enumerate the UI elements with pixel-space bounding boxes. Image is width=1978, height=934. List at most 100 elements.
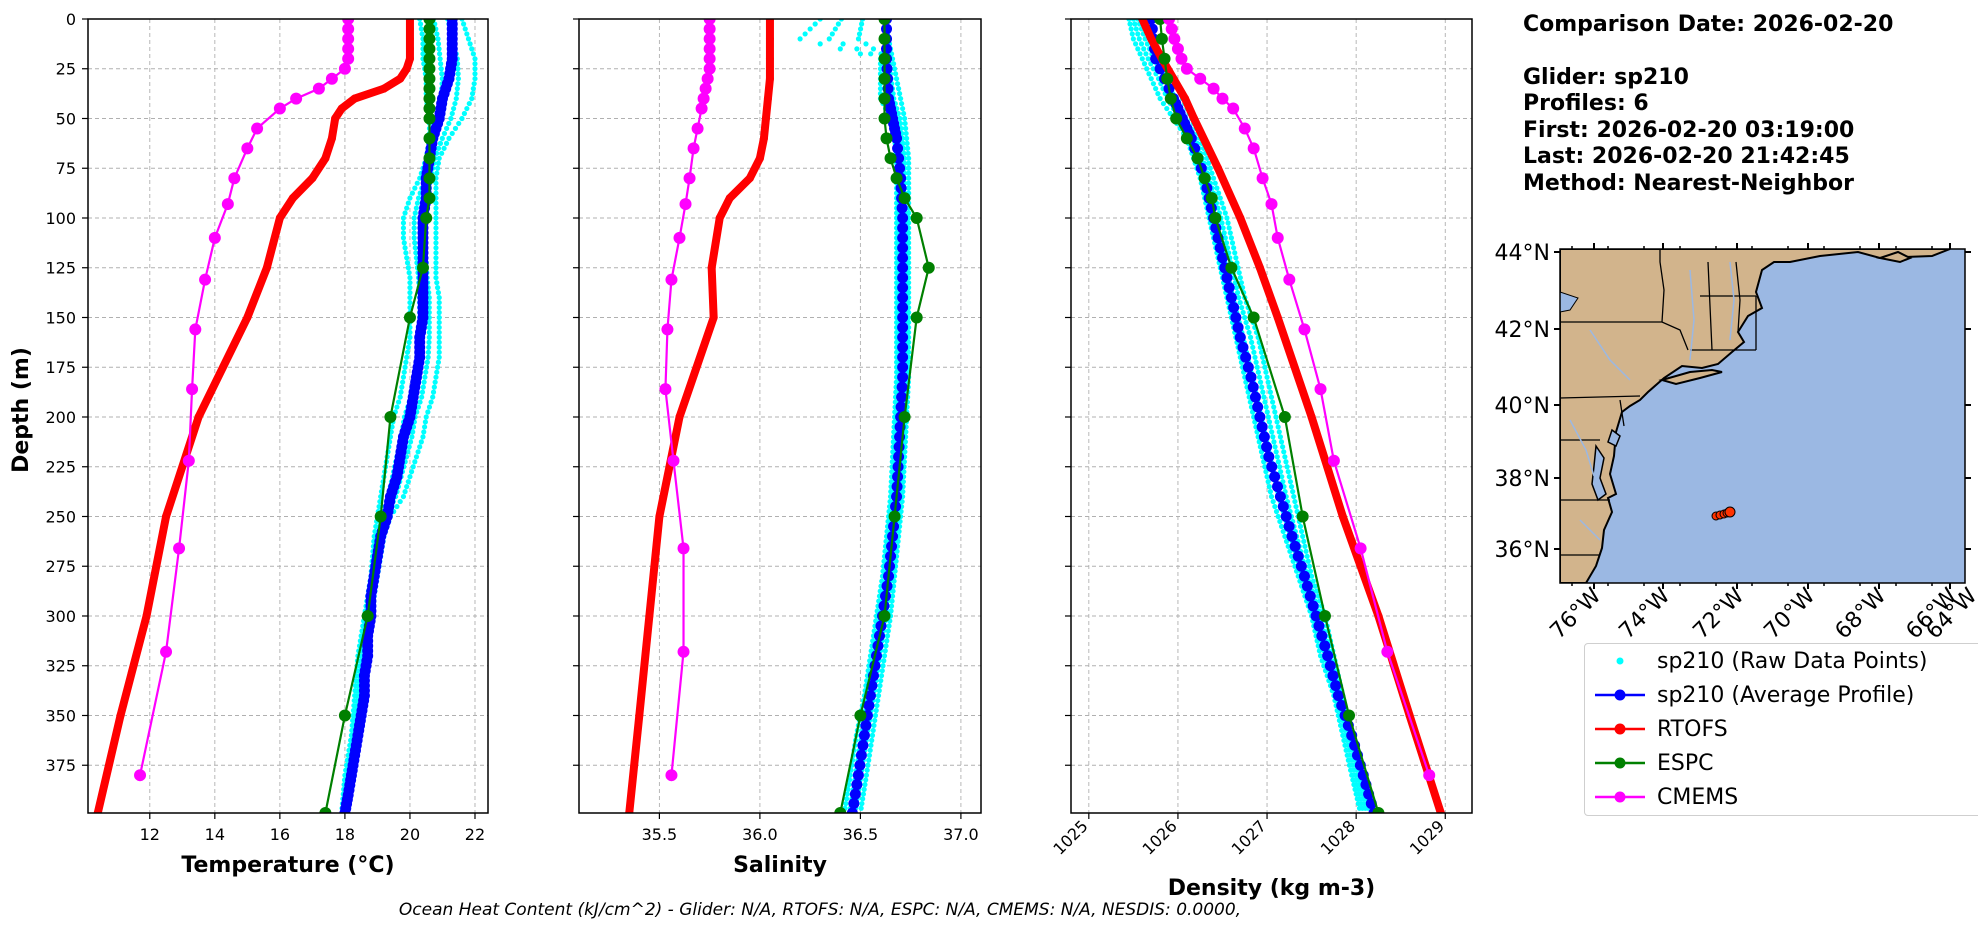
data-point	[349, 744, 361, 756]
raw-point	[893, 389, 899, 395]
data-point	[384, 410, 397, 423]
x-tick-label: 36.5	[843, 825, 879, 844]
x-tick-label: 22	[465, 825, 485, 844]
data-point	[625, 809, 634, 813]
data-point	[851, 779, 863, 791]
data-point	[1138, 19, 1147, 23]
raw-point	[893, 558, 899, 564]
legend-label-raw: sp210 (Raw Data Points)	[1657, 649, 1928, 674]
raw-point	[433, 200, 439, 206]
raw-point	[876, 688, 882, 694]
y-tick-label: 250	[45, 507, 76, 526]
data-point	[1247, 381, 1259, 393]
raw-point	[1247, 334, 1254, 340]
raw-point	[1262, 464, 1268, 470]
raw-point	[400, 215, 407, 221]
data-point	[434, 108, 446, 120]
raw-point	[420, 51, 426, 57]
raw-point	[403, 250, 409, 256]
lat-label: 42°N	[1495, 318, 1550, 343]
raw-point	[1267, 389, 1273, 395]
raw-point	[888, 603, 895, 609]
raw-point	[863, 41, 869, 47]
raw-point	[889, 459, 895, 465]
data-point	[897, 341, 909, 353]
data-point	[661, 323, 674, 336]
raw-point	[1284, 464, 1290, 470]
data-point	[372, 545, 384, 557]
data-point	[423, 19, 436, 25]
raw-point	[407, 195, 413, 201]
data-point	[897, 371, 909, 383]
raw-point	[404, 484, 410, 490]
raw-point	[433, 240, 439, 246]
data-point	[1181, 94, 1190, 103]
data-point	[679, 198, 692, 211]
data-point	[852, 769, 864, 781]
data-point	[405, 19, 414, 23]
data-point	[881, 63, 893, 75]
data-point	[745, 174, 754, 183]
data-point	[897, 302, 909, 314]
data-point	[199, 273, 212, 286]
raw-point	[1265, 379, 1271, 385]
raw-point	[891, 578, 897, 584]
data-point	[423, 82, 436, 95]
data-point	[888, 510, 901, 523]
raw-point	[415, 195, 422, 201]
raw-point	[454, 91, 460, 97]
data-point	[1298, 570, 1310, 582]
raw-point	[407, 474, 413, 480]
legend-item-espc: ESPC	[1585, 746, 1978, 780]
raw-point	[886, 623, 892, 629]
raw-point	[1268, 493, 1275, 500]
raw-point	[400, 379, 406, 385]
raw-point	[453, 95, 459, 102]
raw-point	[436, 344, 442, 350]
data-point	[438, 88, 450, 100]
data-point	[1296, 510, 1309, 523]
raw-point	[403, 359, 409, 365]
data-point	[423, 62, 436, 75]
raw-point	[436, 299, 442, 306]
data-point	[892, 142, 904, 154]
data-point	[699, 82, 712, 95]
raw-point	[906, 270, 912, 276]
series-espc	[1154, 19, 1385, 813]
raw-point	[1307, 568, 1314, 574]
raw-point	[902, 120, 908, 127]
raw-point	[1236, 270, 1242, 276]
x-tick-label: 14	[205, 825, 225, 844]
raw-point	[439, 150, 445, 156]
data-point	[1214, 164, 1223, 173]
data-point	[857, 739, 869, 751]
raw-point	[900, 105, 906, 112]
data-point	[1191, 152, 1204, 165]
x-axis-label: Density (kg m-3)	[1168, 876, 1376, 901]
raw-point	[412, 245, 418, 251]
data-point	[1289, 540, 1301, 552]
raw-point	[412, 240, 418, 246]
data-point	[399, 426, 411, 438]
raw-point	[433, 210, 439, 216]
raw-point	[870, 727, 876, 734]
data-point	[1319, 640, 1331, 652]
raw-point	[893, 290, 900, 296]
raw-point	[411, 230, 417, 236]
raw-point	[438, 61, 444, 67]
raw-point	[1148, 76, 1154, 82]
raw-point	[1145, 56, 1151, 62]
raw-point	[878, 673, 885, 679]
raw-point	[1263, 404, 1269, 410]
raw-point	[1205, 160, 1212, 166]
lat-label: 38°N	[1495, 467, 1550, 492]
data-point	[673, 231, 686, 244]
data-point	[1236, 213, 1245, 222]
x-tick-label: 37.0	[943, 825, 979, 844]
raw-point	[1293, 503, 1299, 510]
raw-point	[433, 374, 439, 380]
raw-point	[1133, 41, 1139, 47]
data-point	[1318, 609, 1331, 622]
raw-point	[455, 76, 462, 82]
raw-point	[902, 439, 908, 445]
